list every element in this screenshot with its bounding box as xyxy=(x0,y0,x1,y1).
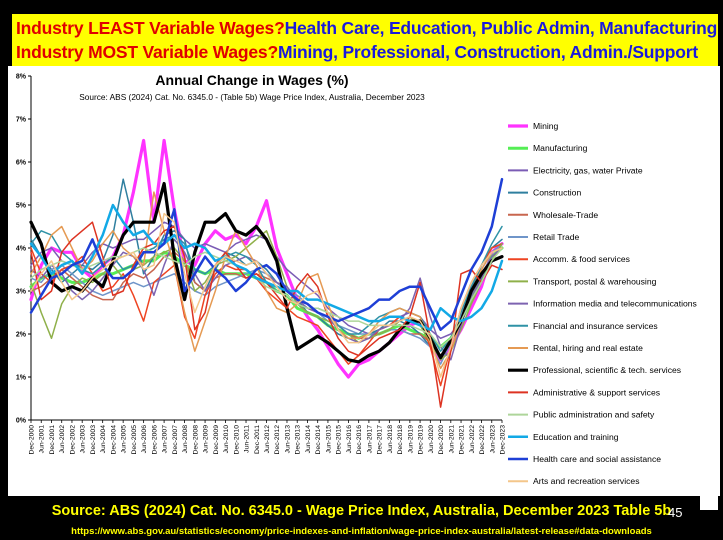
x-tick-label: Dec-2015 xyxy=(336,425,343,455)
x-tick-label: Jun-2016 xyxy=(346,425,353,454)
x-tick-label: Dec-2007 xyxy=(172,425,179,455)
x-tick-label: Jun-2009 xyxy=(203,425,210,454)
y-tick-label: 3% xyxy=(16,289,27,296)
x-tick-label: Dec-2000 xyxy=(29,425,36,455)
y-tick-label: 6% xyxy=(16,160,27,167)
x-tick-label: Jun-2021 xyxy=(448,425,455,454)
x-tick-label: Jun-2006 xyxy=(141,425,148,454)
x-tick-label: Jun-2018 xyxy=(387,425,394,454)
x-tick-label: Dec-2017 xyxy=(377,425,384,455)
page-number: 45 xyxy=(668,505,683,520)
y-tick-label: 7% xyxy=(16,117,27,124)
legend-label: Construction xyxy=(533,188,581,198)
y-tick-label: 5% xyxy=(16,203,27,210)
series-line xyxy=(30,251,503,357)
x-tick-label: Jun-2010 xyxy=(223,425,230,454)
x-tick-label: Jun-2001 xyxy=(39,425,46,454)
slide-corner xyxy=(700,496,718,510)
y-tick-label: 0% xyxy=(16,418,27,425)
legend-label: Public administration and safety xyxy=(533,410,655,420)
x-tick-label: Dec-2012 xyxy=(274,425,281,455)
x-tick-label: Dec-2018 xyxy=(397,425,404,455)
x-tick-label: Dec-2011 xyxy=(254,425,261,454)
x-tick-label: Dec-2019 xyxy=(418,425,425,455)
series-line xyxy=(30,247,503,348)
x-tick-label: Dec-2013 xyxy=(295,425,302,455)
x-tick-label: Jun-2011 xyxy=(244,425,251,453)
banner-answer-least: Health Care, Education, Public Admin, Ma… xyxy=(284,18,718,38)
legend-label: Manufacturing xyxy=(533,143,588,153)
x-tick-label: Dec-2003 xyxy=(90,425,97,455)
x-tick-label: Dec-2021 xyxy=(459,425,466,455)
chart-title: Annual Change in Wages (%) xyxy=(155,72,348,88)
legend-label: Transport, postal & warehousing xyxy=(533,276,657,286)
x-tick-label: Jun-2014 xyxy=(305,425,312,454)
legend-label: Accomm. & food services xyxy=(533,254,630,264)
x-tick-label: Dec-2008 xyxy=(192,425,199,455)
legend-label: Professional, scientific & tech. service… xyxy=(533,365,681,375)
series-line xyxy=(30,178,503,357)
x-tick-label: Dec-2001 xyxy=(49,425,56,455)
legend-label: Administrative & support services xyxy=(533,387,660,397)
legend-label: Education and training xyxy=(533,432,619,442)
y-tick-label: 8% xyxy=(16,74,27,81)
x-tick-label: Dec-2016 xyxy=(356,425,363,455)
banner-question-least: Industry LEAST Variable Wages? xyxy=(16,18,285,38)
series-line xyxy=(30,221,503,408)
x-tick-label: Jun-2012 xyxy=(264,425,271,454)
x-tick-label: Jun-2003 xyxy=(80,425,87,454)
x-tick-label: Jun-2004 xyxy=(100,425,107,454)
y-tick-label: 4% xyxy=(16,246,27,253)
x-tick-label: Jun-2002 xyxy=(59,425,66,454)
x-tick-label: Jun-2013 xyxy=(284,425,291,454)
y-tick-label: 2% xyxy=(16,332,27,339)
legend-label: Arts and recreation services xyxy=(533,476,640,486)
x-tick-label: Jun-2007 xyxy=(162,425,169,454)
legend-label: Electricity, gas, water Private xyxy=(533,165,643,175)
banner-answer-most: Mining, Professional, Construction, Admi… xyxy=(277,42,698,62)
x-tick-label: Jun-2008 xyxy=(182,425,189,454)
x-tick-label: Jun-2022 xyxy=(469,425,476,454)
banner-line-most: Industry MOST Variable Wages?Mining, Pro… xyxy=(16,42,698,63)
footer-url: https://www.abs.gov.au/statistics/econom… xyxy=(71,526,652,537)
x-tick-label: Dec-2005 xyxy=(131,425,138,455)
x-tick-label: Dec-2009 xyxy=(213,425,220,455)
x-tick-label: Dec-2002 xyxy=(69,425,76,455)
wage-change-chart: Annual Change in Wages (%) Source: ABS (2… xyxy=(16,72,697,486)
x-tick-label: Jun-2023 xyxy=(489,425,496,454)
banner-question-most: Industry MOST Variable Wages? xyxy=(16,42,278,62)
x-tick-label: Jun-2015 xyxy=(325,425,332,454)
legend-label: Financial and insurance services xyxy=(533,321,658,331)
x-tick-label: Dec-2020 xyxy=(438,425,445,455)
chart-panel: Annual Change in Wages (%) Source: ABS (2… xyxy=(8,66,720,496)
legend-label: Mining xyxy=(533,121,559,131)
legend-label: Retail Trade xyxy=(533,232,580,242)
y-tick-label: 1% xyxy=(16,375,27,382)
x-tick-label: Dec-2004 xyxy=(110,425,117,455)
series-line xyxy=(30,212,503,378)
banner-line-least: Industry LEAST Variable Wages?Health Car… xyxy=(16,18,717,39)
series-line xyxy=(29,177,504,331)
x-tick-label: Jun-2017 xyxy=(366,425,373,454)
legend-label: Wholesale-Trade xyxy=(533,210,598,220)
x-tick-label: Dec-2022 xyxy=(479,425,486,455)
x-tick-label: Dec-2006 xyxy=(151,425,158,455)
legend-label: Information media and telecommunications xyxy=(533,299,697,309)
chart-subtitle: Source: ABS (2024) Cat. No. 6345.0 - (Ta… xyxy=(79,92,425,102)
legend-label: Health care and social assistance xyxy=(533,454,661,464)
x-tick-label: Jun-2005 xyxy=(121,425,128,454)
x-tick-label: Jun-2020 xyxy=(428,425,435,454)
footer-source: Source: ABS (2024) Cat. No. 6345.0 - Wag… xyxy=(51,503,672,519)
legend-label: Rental, hiring and real estate xyxy=(533,343,643,353)
x-tick-label: Dec-2023 xyxy=(500,425,507,455)
x-tick-label: Dec-2010 xyxy=(233,425,240,455)
headline-banner: Industry LEAST Variable Wages?Health Car… xyxy=(12,14,718,68)
x-tick-label: Jun-2019 xyxy=(407,425,414,454)
x-tick-label: Dec-2014 xyxy=(315,425,322,455)
